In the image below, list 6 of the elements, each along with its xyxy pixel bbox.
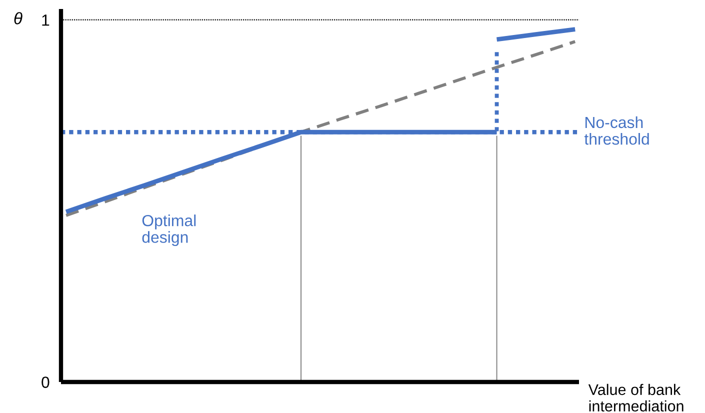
y-tick-label: 1 xyxy=(42,14,50,26)
y-tick-label: 0 xyxy=(42,376,50,388)
x-axis-title: Value of bank intermediation xyxy=(588,384,684,412)
ref-line-label: No-cash threshold xyxy=(584,116,649,145)
y-axis-title: θ xyxy=(14,12,22,24)
series-label: Optimal design xyxy=(142,214,196,246)
